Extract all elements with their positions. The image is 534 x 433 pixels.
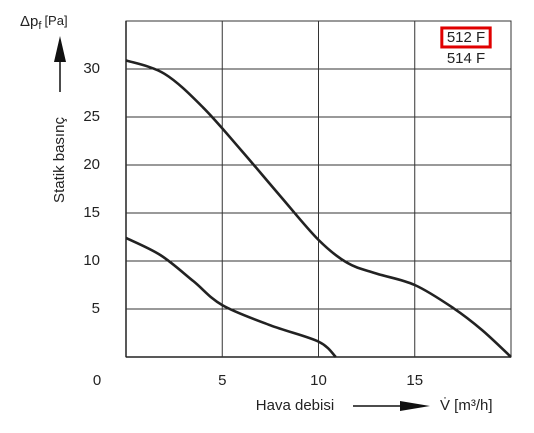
- legend-highlight: [440, 26, 492, 49]
- y-axis-label: Statik basınç: [51, 117, 68, 203]
- y-unit-text: [Pa]: [44, 13, 67, 28]
- y-unit-subscript: f: [38, 20, 42, 32]
- y-tick-label: 5: [92, 300, 100, 317]
- x-unit: V̇ [m³/h]: [440, 397, 493, 414]
- y-unit-symbol: Δp: [20, 13, 38, 30]
- y-tick-label: 25: [83, 108, 100, 125]
- x-tick-label: 15: [406, 372, 423, 389]
- x-tick-label: 0: [93, 372, 101, 389]
- plot-area: [125, 20, 512, 358]
- legend-label: 514 F: [447, 50, 485, 67]
- curve: [125, 236, 337, 358]
- x-arrow-head: [400, 401, 430, 411]
- y-tick-label: 15: [83, 204, 100, 221]
- legend-label: 512 F: [447, 29, 485, 46]
- x-tick-label: 5: [218, 372, 226, 389]
- y-arrow-head: [54, 36, 66, 62]
- y-tick-label: 20: [83, 156, 100, 173]
- x-tick-label: 10: [310, 372, 327, 389]
- y-tick-label: 10: [83, 252, 100, 269]
- y-unit: Δpf [Pa]: [20, 13, 68, 32]
- x-axis-label: Hava debisi: [256, 397, 334, 414]
- curve: [125, 59, 512, 358]
- y-tick-label: 30: [83, 60, 100, 77]
